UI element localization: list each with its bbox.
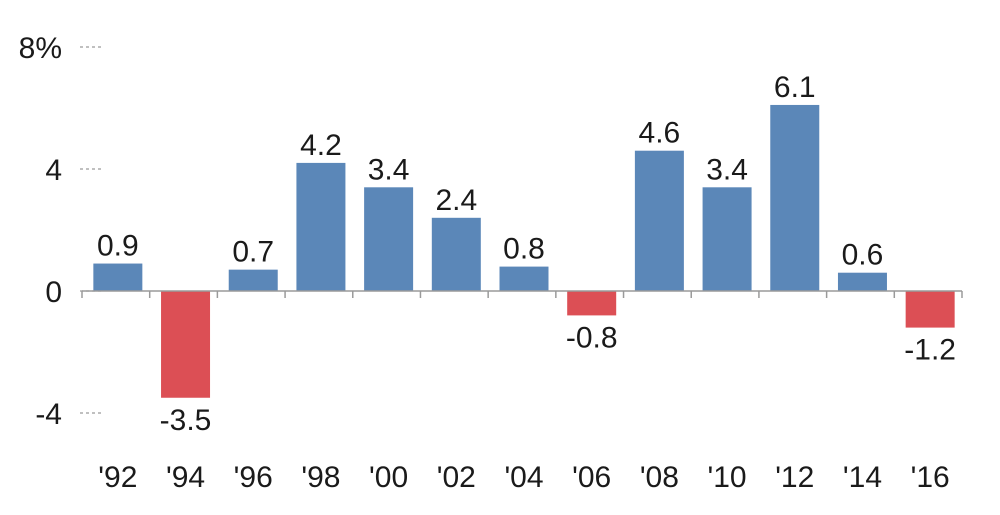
data-label: 0.8 [503,233,545,266]
y-tick-label: 0 [45,276,62,309]
data-label: 0.9 [97,230,139,263]
x-tick-label: '94 [166,461,205,494]
data-label: 0.7 [232,236,274,269]
x-tick-label: '96 [234,461,273,494]
bar [93,263,143,291]
bar [770,104,820,291]
x-tick-label: '10 [708,461,747,494]
data-labels: 0.9 -3.5 0.7 4.2 3.4 2.4 0.8 -0.8 4.6 3.4 6.1 0.6 -1… [97,71,956,437]
bar [905,291,955,328]
x-tick-label: '92 [98,461,137,494]
bars [93,104,955,398]
y-axis: 8% 4 0 -4 [19,32,102,431]
x-tick-label: '02 [437,461,476,494]
data-label: 3.4 [706,153,748,186]
x-axis: '92 '94 '96 '98 '00 '02 '04 '06 '08 '10 '12 '14 '16 [98,461,949,494]
zero-baseline [81,290,963,298]
bar [228,269,278,291]
bar [567,291,617,316]
data-label: -1.2 [904,334,956,367]
data-label: 0.6 [842,239,884,272]
x-tick-label: '98 [301,461,340,494]
y-tick-label: 8% [19,32,62,65]
bar [431,217,481,291]
y-tick-label: -4 [35,398,62,431]
data-label: -3.5 [160,404,212,437]
x-tick-label: '04 [504,461,543,494]
bar [161,291,211,398]
bar [499,266,549,291]
x-tick-label: '14 [843,461,882,494]
y-tick-label: 4 [45,154,62,187]
data-label: 4.2 [300,129,342,162]
data-label: 4.6 [639,117,681,150]
bar [364,187,414,291]
x-tick-label: '00 [369,461,408,494]
bar [837,272,887,291]
bar [702,187,752,291]
x-tick-label: '08 [640,461,679,494]
bar [296,162,346,291]
x-tick-label: '06 [572,461,611,494]
data-label: 6.1 [774,71,816,104]
data-label: -0.8 [566,321,618,354]
data-label: 3.4 [368,153,410,186]
x-tick-label: '16 [911,461,950,494]
x-tick-label: '12 [775,461,814,494]
bar [634,150,684,291]
data-label: 2.4 [435,184,477,217]
